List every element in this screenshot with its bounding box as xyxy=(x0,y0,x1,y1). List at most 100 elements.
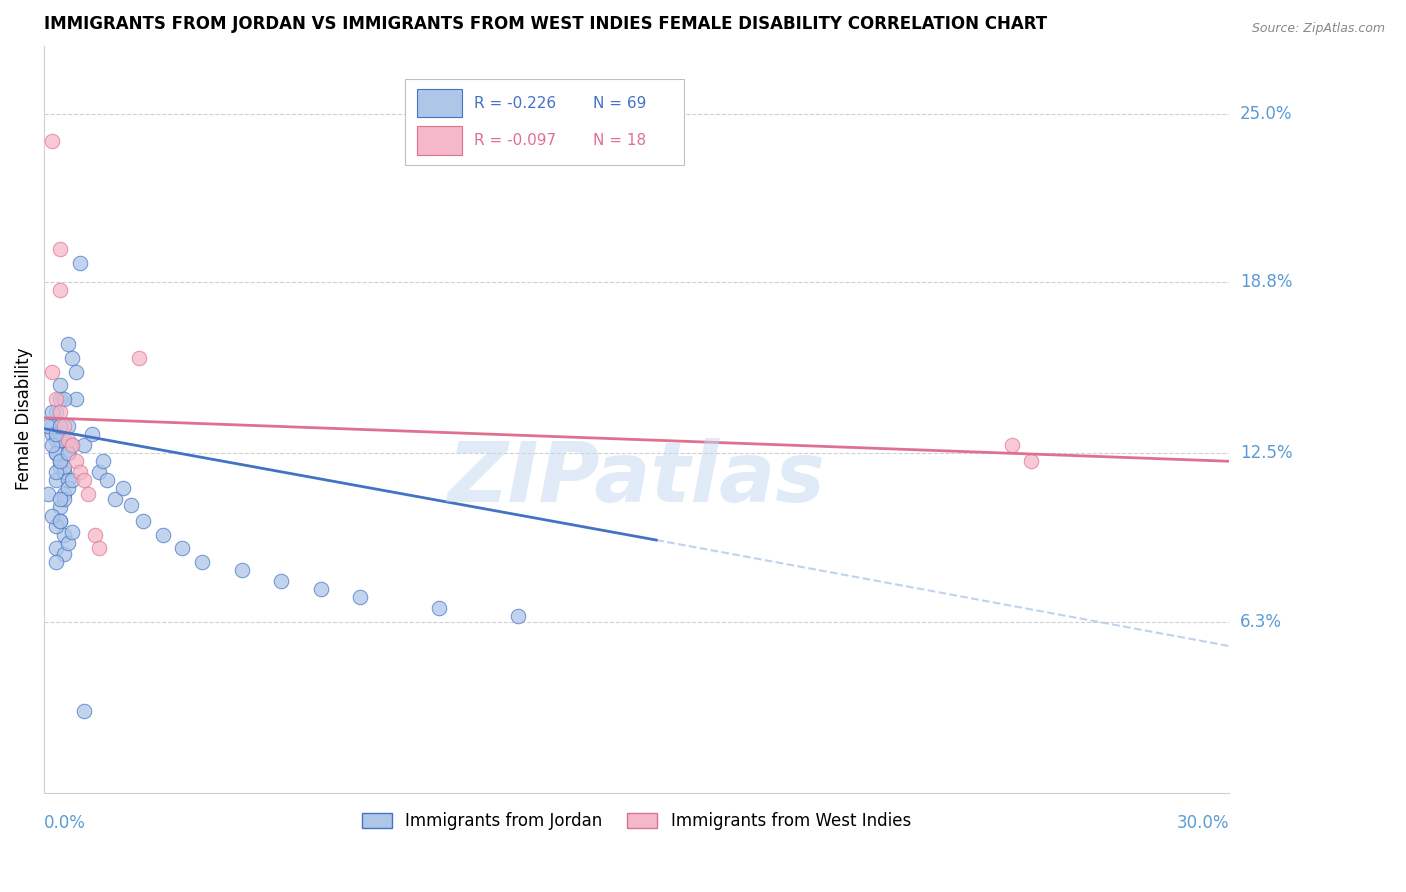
Text: 30.0%: 30.0% xyxy=(1177,814,1229,832)
Point xyxy=(49,514,72,528)
Point xyxy=(60,524,83,539)
FancyBboxPatch shape xyxy=(405,79,683,165)
Text: 0.0%: 0.0% xyxy=(44,814,86,832)
Point xyxy=(49,454,72,468)
Point xyxy=(72,473,94,487)
Point xyxy=(45,446,67,460)
Point xyxy=(56,446,79,460)
Point xyxy=(41,508,63,523)
Text: R = -0.097: R = -0.097 xyxy=(474,133,557,148)
Point xyxy=(56,419,79,434)
Point xyxy=(49,514,72,528)
Point xyxy=(49,433,72,447)
Point xyxy=(45,541,67,556)
Point xyxy=(56,473,79,487)
Text: R = -0.226: R = -0.226 xyxy=(474,95,557,111)
Point xyxy=(49,378,72,392)
Text: 25.0%: 25.0% xyxy=(1240,104,1292,122)
Point xyxy=(49,500,72,515)
Point xyxy=(56,337,79,351)
Text: Source: ZipAtlas.com: Source: ZipAtlas.com xyxy=(1251,22,1385,36)
Point xyxy=(49,492,72,507)
Text: N = 18: N = 18 xyxy=(593,133,645,148)
Point xyxy=(65,365,87,379)
Point xyxy=(65,454,87,468)
Point xyxy=(49,405,72,419)
Point xyxy=(1001,438,1024,452)
Point xyxy=(49,243,72,257)
Text: 6.3%: 6.3% xyxy=(1240,613,1282,631)
Point xyxy=(52,459,75,474)
Point xyxy=(76,487,98,501)
Point xyxy=(45,555,67,569)
Point xyxy=(45,433,67,447)
Text: 18.8%: 18.8% xyxy=(1240,273,1292,291)
Point xyxy=(45,405,67,419)
Point xyxy=(112,482,135,496)
Point xyxy=(60,438,83,452)
Point xyxy=(172,541,194,556)
Point xyxy=(41,419,63,434)
Point xyxy=(45,446,67,460)
Point xyxy=(45,465,67,479)
Point xyxy=(52,433,75,447)
Point xyxy=(152,527,174,541)
Legend: Immigrants from Jordan, Immigrants from West Indies: Immigrants from Jordan, Immigrants from … xyxy=(356,805,918,837)
Point xyxy=(1021,454,1043,468)
Point xyxy=(80,427,103,442)
Point xyxy=(56,482,79,496)
Point xyxy=(49,392,72,406)
Point xyxy=(41,365,63,379)
Point xyxy=(41,427,63,442)
Point xyxy=(49,459,72,474)
Point xyxy=(41,134,63,148)
Point xyxy=(56,433,79,447)
Point xyxy=(60,473,83,487)
Point xyxy=(56,446,79,460)
Point xyxy=(104,492,127,507)
Point xyxy=(41,438,63,452)
Point xyxy=(52,465,75,479)
Point xyxy=(506,609,529,624)
Point xyxy=(132,514,155,528)
Point xyxy=(191,555,214,569)
Text: IMMIGRANTS FROM JORDAN VS IMMIGRANTS FROM WEST INDIES FEMALE DISABILITY CORRELAT: IMMIGRANTS FROM JORDAN VS IMMIGRANTS FRO… xyxy=(44,15,1047,33)
Point xyxy=(128,351,150,365)
Point xyxy=(120,498,142,512)
Point xyxy=(69,465,91,479)
Point xyxy=(72,704,94,718)
Point xyxy=(49,283,72,297)
Text: ZIPatlas: ZIPatlas xyxy=(447,439,825,519)
Point xyxy=(52,492,75,507)
Point xyxy=(37,487,59,501)
Point xyxy=(69,256,91,270)
Point xyxy=(49,454,72,468)
Point xyxy=(41,405,63,419)
Point xyxy=(52,392,75,406)
Point xyxy=(89,465,111,479)
Point xyxy=(72,438,94,452)
Point xyxy=(309,582,332,596)
Point xyxy=(56,535,79,549)
Point xyxy=(93,454,115,468)
Point xyxy=(84,527,107,541)
Point xyxy=(60,438,83,452)
Y-axis label: Female Disability: Female Disability xyxy=(15,348,32,491)
Point xyxy=(349,590,371,604)
Point xyxy=(45,392,67,406)
Point xyxy=(65,392,87,406)
Point xyxy=(96,473,118,487)
Point xyxy=(231,563,253,577)
FancyBboxPatch shape xyxy=(418,89,463,118)
Point xyxy=(52,487,75,501)
Point xyxy=(45,519,67,533)
Point xyxy=(270,574,292,588)
Point xyxy=(45,473,67,487)
Point xyxy=(60,351,83,365)
Point xyxy=(52,547,75,561)
Text: 12.5%: 12.5% xyxy=(1240,444,1292,462)
Point xyxy=(49,419,72,434)
Point xyxy=(89,541,111,556)
Point xyxy=(45,427,67,442)
Point xyxy=(52,527,75,541)
